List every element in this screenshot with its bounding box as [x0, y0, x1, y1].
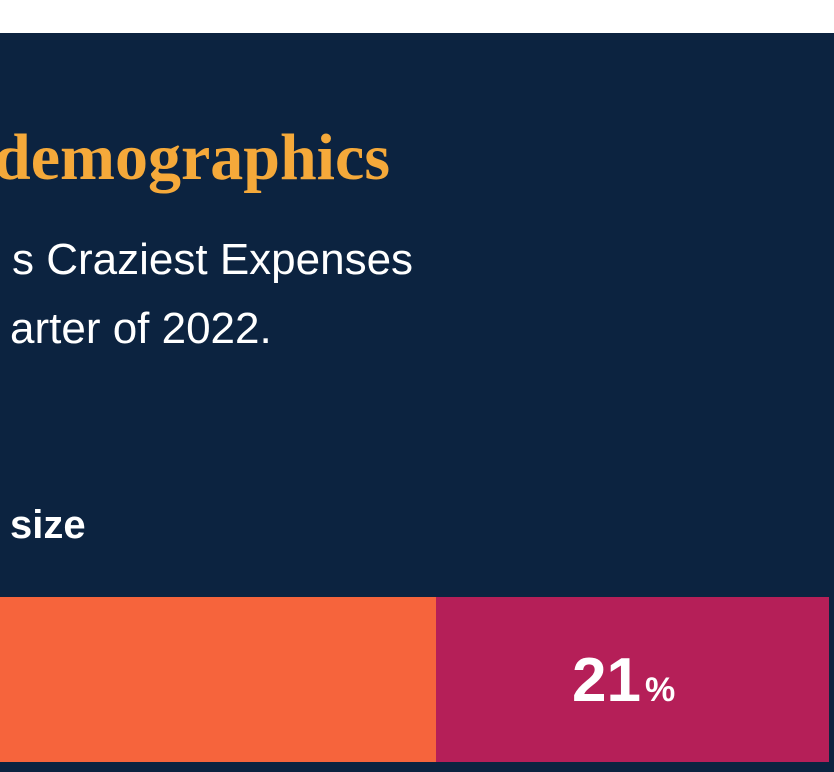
- value-number: 21: [572, 646, 641, 715]
- segment-value: 21%: [572, 645, 675, 716]
- bar-segment: 21%: [436, 597, 829, 762]
- bar-segment: [0, 597, 436, 762]
- subtitle: s Craziest Expenses: [12, 235, 414, 284]
- page-title: demographics: [0, 121, 390, 194]
- content-panel: demographics s Craziest Expenses arter o…: [0, 33, 834, 772]
- value-unit: %: [644, 671, 676, 709]
- section-label: size: [10, 503, 86, 547]
- subtitle: arter of 2022.: [10, 304, 272, 353]
